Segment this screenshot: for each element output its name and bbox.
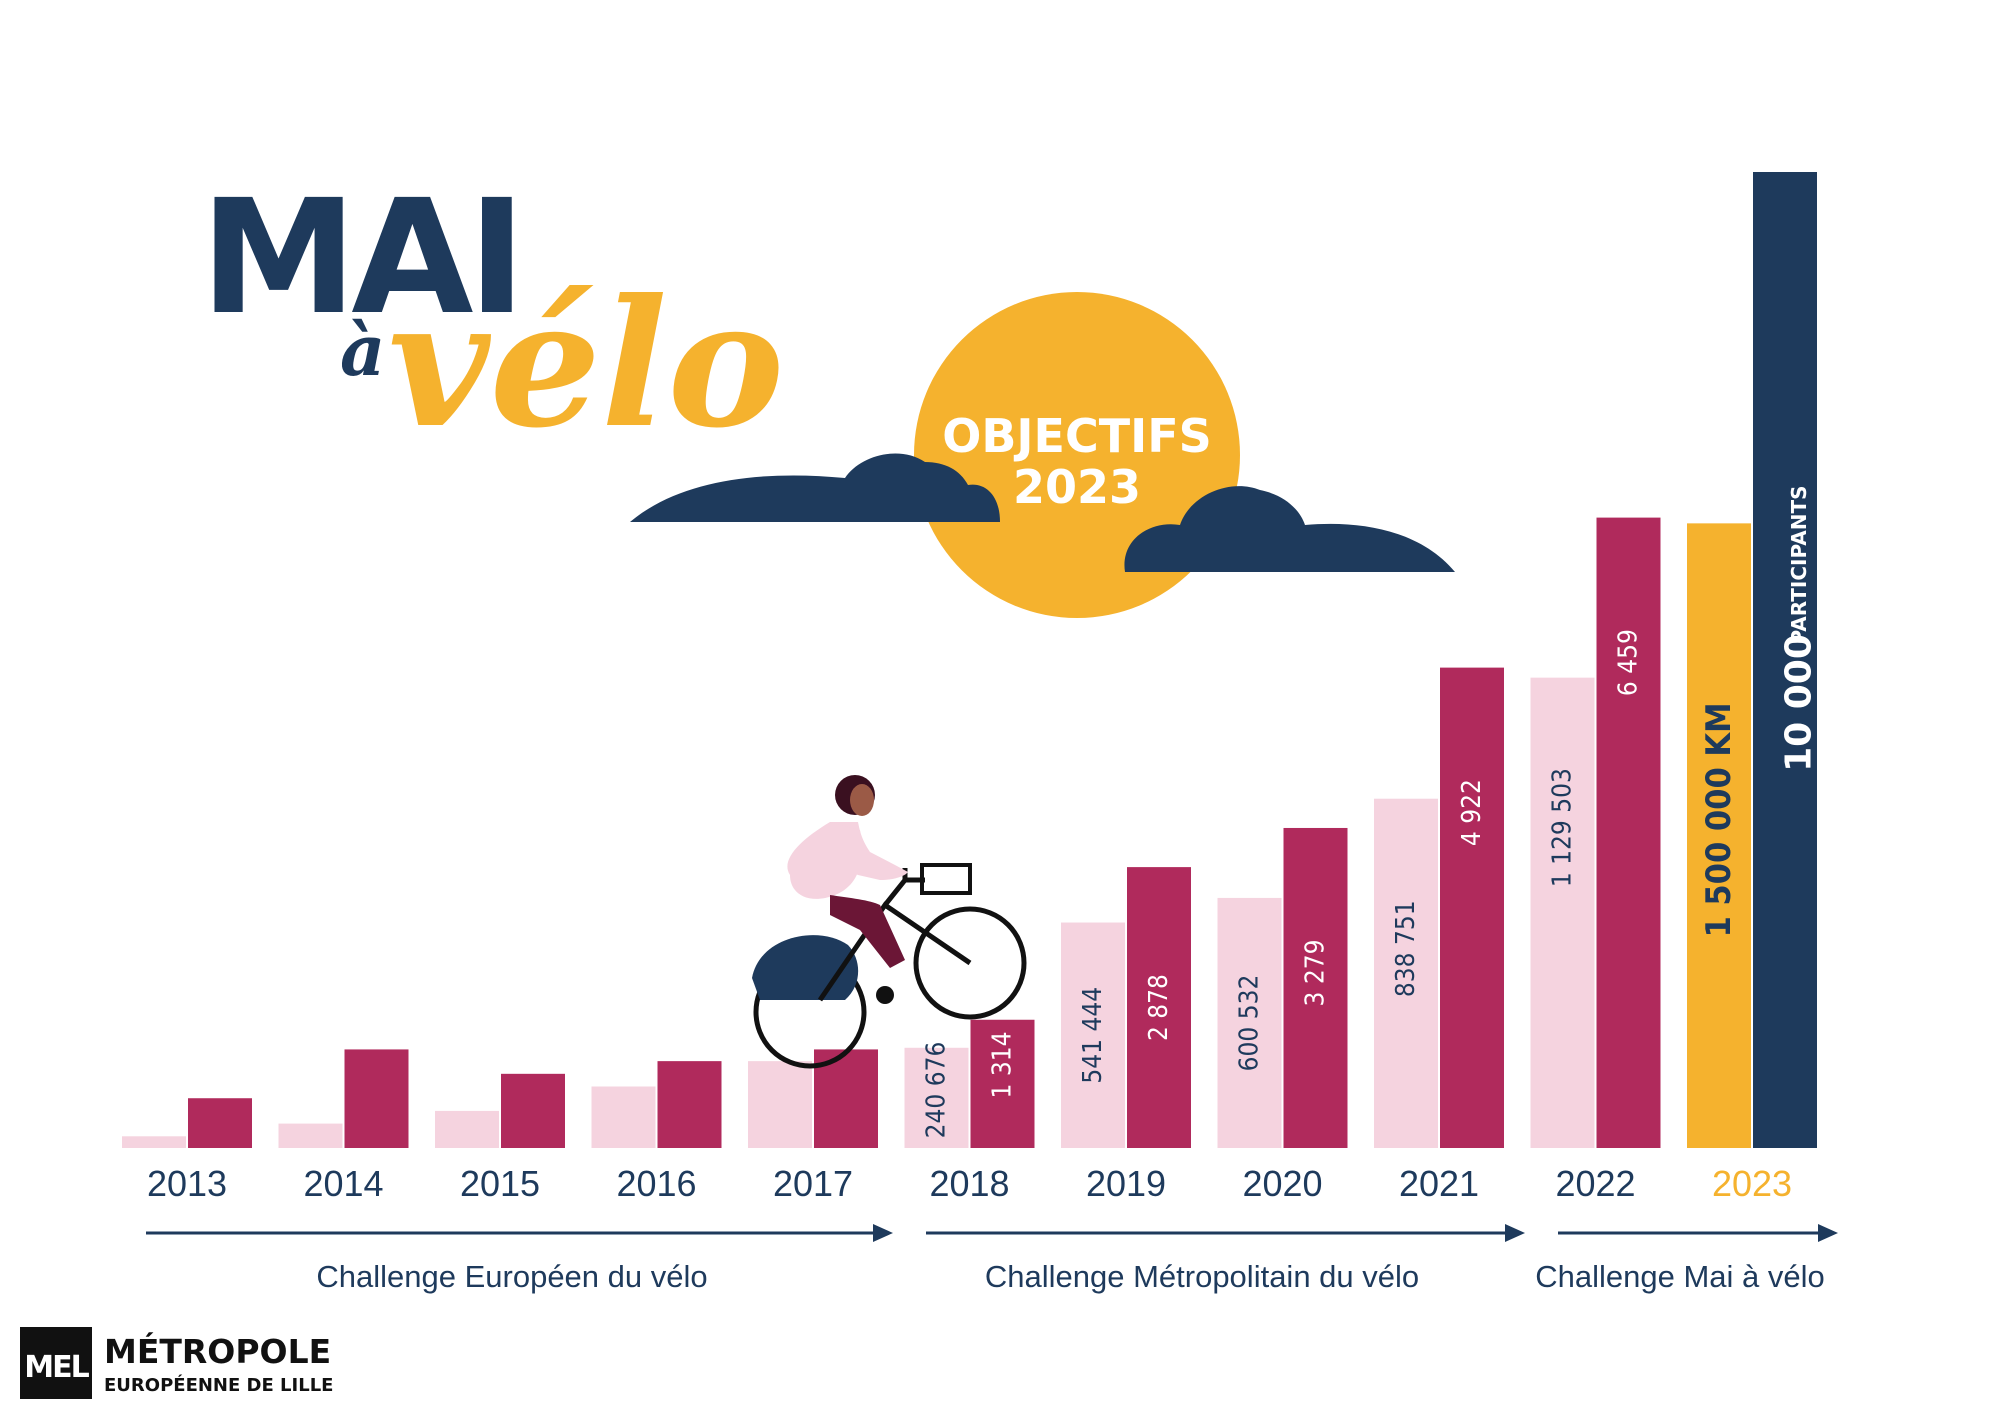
phase-arrowhead-3 xyxy=(1818,1224,1838,1242)
year-label-2019: 2019 xyxy=(1086,1163,1166,1204)
bar-km-2019 xyxy=(1061,922,1125,1148)
bar-km-2018 xyxy=(904,1047,969,1148)
title-mai: MAI xyxy=(200,166,520,350)
bar-km-2022 xyxy=(1530,677,1595,1148)
logo-mark: MEL xyxy=(24,1350,89,1385)
bar-km-2015 xyxy=(435,1110,499,1148)
year-label-2017: 2017 xyxy=(773,1163,853,1204)
objectives-line1: OBJECTIFS xyxy=(942,409,1212,463)
bar-participants-2023 xyxy=(1753,172,1817,1148)
year-label-2015: 2015 xyxy=(460,1163,540,1204)
phase-arrowhead-2 xyxy=(1505,1224,1525,1242)
value-label-km-2022: 1 129 503 xyxy=(1548,768,1578,887)
bar-participants-2014 xyxy=(344,1049,409,1148)
x-axis-labels: 2013 2014 2015 2016 2017 2018 2019 2020 2021 2022… xyxy=(147,1163,1792,1204)
bar-km-2013 xyxy=(122,1136,186,1148)
bar-km-2020 xyxy=(1217,897,1282,1148)
bar-participants-2021 xyxy=(1440,667,1504,1148)
value-label-participants-2018: 1 314 xyxy=(988,1032,1018,1099)
bar-km-2014 xyxy=(278,1123,343,1148)
phase-arrows: Challenge Européen du vélo Challenge Métr… xyxy=(146,1224,1838,1294)
value-label-participants-2020: 3 279 xyxy=(1301,939,1331,1006)
title-velo: vélo xyxy=(388,262,784,467)
phase-label-2: Challenge Métropolitain du vélo xyxy=(985,1259,1419,1294)
bar-participants-2013 xyxy=(188,1098,252,1148)
year-label-2023: 2023 xyxy=(1712,1163,1792,1204)
year-label-2016: 2016 xyxy=(616,1163,696,1204)
value-label-participants-2022: 6 459 xyxy=(1614,629,1644,696)
bar-group: 240 676 1 314 541 444 2 878 600 532 3 279 838 … xyxy=(122,172,1820,1148)
objectives-line2: 2023 xyxy=(1013,460,1141,514)
year-label-2013: 2013 xyxy=(147,1163,227,1204)
bar-participants-2020 xyxy=(1283,827,1348,1148)
year-label-2022: 2022 xyxy=(1555,1163,1635,1204)
year-label-2021: 2021 xyxy=(1399,1163,1479,1204)
title-a: à xyxy=(340,309,385,392)
value-label-participants-2019: 2 878 xyxy=(1144,974,1174,1041)
value-label-km-2019: 541 444 xyxy=(1078,987,1108,1084)
year-label-2020: 2020 xyxy=(1242,1163,1322,1204)
cloud-left-icon xyxy=(630,453,1000,522)
bar-km-2017 xyxy=(748,1061,812,1148)
value-label-km-2021: 838 751 xyxy=(1391,900,1421,997)
cyclist-icon xyxy=(752,775,1027,1069)
value-label-km-2018: 240 676 xyxy=(922,1042,952,1139)
value-label-participants-unit: PARTICIPANTS xyxy=(1787,485,1811,644)
year-label-2018: 2018 xyxy=(929,1163,1009,1204)
phase-arrowhead-1 xyxy=(873,1224,893,1242)
bar-participants-2018 xyxy=(970,1019,1035,1148)
bar-participants-2019 xyxy=(1127,867,1191,1148)
bar-km-2021 xyxy=(1374,798,1438,1148)
logo-line1: MÉTROPOLE xyxy=(104,1331,331,1371)
value-label-participants-2021: 4 922 xyxy=(1457,779,1487,846)
bar-km-2023 xyxy=(1687,523,1751,1148)
value-label-km-2023: 1 500 000 KM xyxy=(1699,702,1739,937)
cloud-right-icon xyxy=(1124,486,1455,572)
phase-label-3: Challenge Mai à vélo xyxy=(1535,1259,1825,1294)
value-label-participants-2023: 10 000 xyxy=(1779,634,1820,772)
year-label-2014: 2014 xyxy=(303,1163,383,1204)
bar-participants-2016 xyxy=(657,1061,722,1148)
bar-km-2016 xyxy=(591,1086,656,1148)
bar-participants-2015 xyxy=(501,1073,565,1148)
bar-participants-2022 xyxy=(1596,517,1661,1148)
mel-logo: MEL MÉTROPOLE EUROPÉENNE DE LILLE xyxy=(20,1327,333,1399)
logo-line2: EUROPÉENNE DE LILLE xyxy=(104,1374,333,1396)
phase-label-1: Challenge Européen du vélo xyxy=(316,1259,707,1294)
value-label-km-2020: 600 532 xyxy=(1235,975,1265,1072)
